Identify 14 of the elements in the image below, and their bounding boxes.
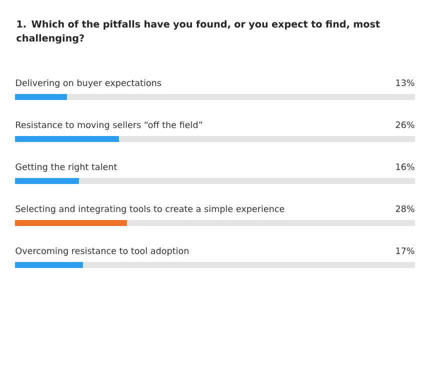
data-label: 26% (396, 121, 414, 128)
y-tick-label: Delivering on buyer expectations (16, 79, 162, 88)
y-tick-label: Selecting and integrating tools to create a simple experience (16, 205, 284, 214)
y-tick-label: Overcoming resistance to tool adoption (16, 247, 188, 256)
bar (15, 262, 84, 268)
bar (15, 178, 80, 184)
chart-title: 1. Which of the pitfalls have you found, or you expect to find, most challenging? (16, 20, 380, 44)
data-label: 28% (396, 205, 414, 212)
bar (15, 94, 68, 100)
y-tick-label: Getting the right talent (16, 163, 117, 172)
data-label: 16% (396, 163, 414, 170)
data-label: 13% (396, 79, 414, 86)
y-tick-label: Resistance to moving sellers “off the field” (16, 121, 202, 130)
data-label: 17% (396, 247, 414, 254)
